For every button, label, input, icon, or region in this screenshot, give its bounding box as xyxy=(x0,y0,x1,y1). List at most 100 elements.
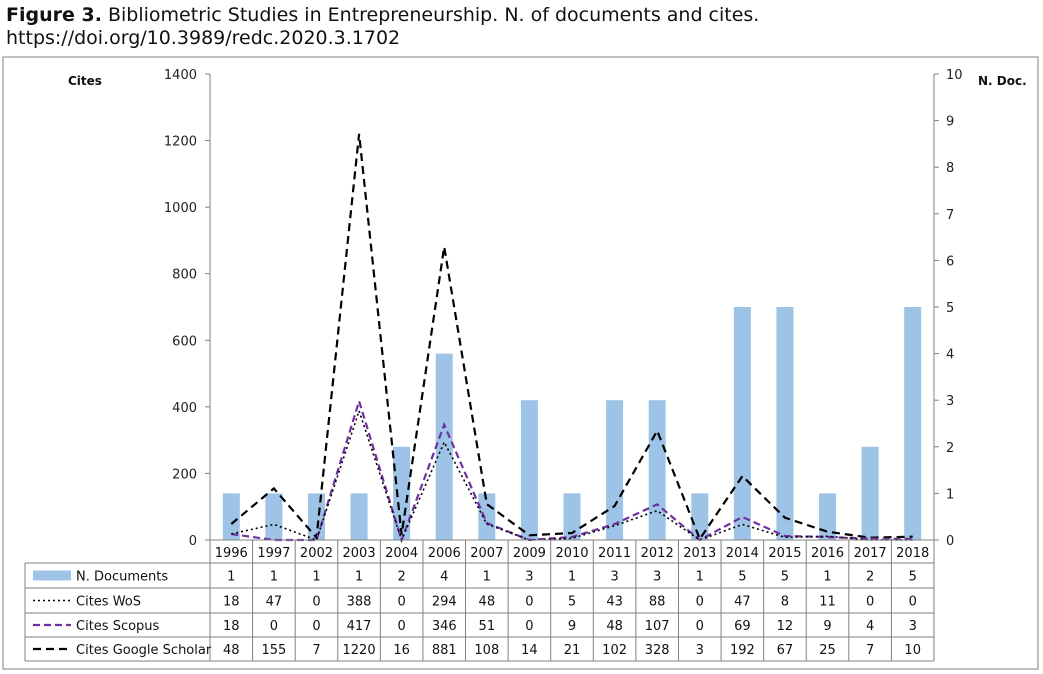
y-right-tick-label: 4 xyxy=(946,348,954,363)
bar-2003 xyxy=(350,493,368,540)
x-tick-label: 2004 xyxy=(385,546,418,561)
table-cell: 11 xyxy=(819,595,836,610)
y-right-axis-title: N. Doc. xyxy=(978,74,1027,88)
table-cell: 51 xyxy=(479,619,496,634)
table-cell: 346 xyxy=(432,619,457,634)
x-tick-label: 2011 xyxy=(598,546,631,561)
legend-key-n-documents xyxy=(33,570,71,581)
line-cites-scopus xyxy=(231,397,913,544)
table-cell: 12 xyxy=(777,619,794,634)
table-cell: 1 xyxy=(227,570,235,585)
table-cell: 881 xyxy=(432,643,457,658)
table-cell: 1 xyxy=(483,570,491,585)
table-cell: 108 xyxy=(474,643,499,658)
table-cell: 3 xyxy=(610,570,618,585)
x-tick-label: 2003 xyxy=(343,546,376,561)
figure-caption: Figure 3. Bibliometric Studies in Entrep… xyxy=(6,4,1036,50)
table-cell: 9 xyxy=(823,619,831,634)
chart-frame xyxy=(2,56,1039,670)
x-tick-label: 2017 xyxy=(854,546,887,561)
table-cell: 5 xyxy=(568,595,576,610)
x-tick-label: 2013 xyxy=(683,546,716,561)
y-right-tick-label: 3 xyxy=(946,394,954,409)
table-cell: 5 xyxy=(738,570,746,585)
table-cell: 4 xyxy=(440,570,448,585)
bar-2013 xyxy=(691,493,709,540)
table-cell: 5 xyxy=(781,570,789,585)
legend-label: N. Documents xyxy=(76,570,168,585)
figure-doi: https://doi.org/10.3989/redc.2020.3.1702 xyxy=(6,27,401,49)
table-cell: 0 xyxy=(525,619,533,634)
table-cell: 67 xyxy=(777,643,794,658)
table-cell: 48 xyxy=(479,595,496,610)
y-right-tick-label: 2 xyxy=(946,441,954,456)
table-cell: 0 xyxy=(270,619,278,634)
y-right-tick-label: 1 xyxy=(946,487,954,502)
y-right-tick-label: 9 xyxy=(946,115,954,130)
legend-label: Cites Google Scholar xyxy=(76,643,212,658)
y-left-tick-label: 400 xyxy=(172,401,197,416)
x-tick-label: 1996 xyxy=(215,546,248,561)
table-cell: 48 xyxy=(606,619,623,634)
y-right-tick-label: 5 xyxy=(946,301,954,316)
y-left-axis-title: Cites xyxy=(68,74,102,88)
table-cell: 9 xyxy=(568,619,576,634)
table-cell: 107 xyxy=(645,619,670,634)
table-cell: 388 xyxy=(347,595,372,610)
bar-2010 xyxy=(563,493,581,540)
table-cell: 8 xyxy=(781,595,789,610)
table-cell: 18 xyxy=(223,595,240,610)
x-tick-label: 2015 xyxy=(768,546,801,561)
table-cell: 1220 xyxy=(343,643,376,658)
bar-2007 xyxy=(478,493,496,540)
legend-label: Cites WoS xyxy=(76,595,141,610)
y-right-tick-label: 7 xyxy=(946,208,954,223)
table-cell: 0 xyxy=(525,595,533,610)
table-cell: 7 xyxy=(866,643,874,658)
bar-2017 xyxy=(861,446,879,540)
table-cell: 155 xyxy=(261,643,286,658)
table-cell: 3 xyxy=(525,570,533,585)
x-tick-label: 2018 xyxy=(896,546,929,561)
table-cell: 21 xyxy=(564,643,581,658)
legend-label: Cites Scopus xyxy=(76,619,160,634)
table-cell: 1 xyxy=(355,570,363,585)
bar-1996 xyxy=(222,493,240,540)
data-table: 1996 1997 2002 2003 2004 2006 2007 2009 2010 2011… xyxy=(24,539,935,662)
y-right-tick-label: 6 xyxy=(946,254,954,269)
x-tick-label: 2012 xyxy=(641,546,674,561)
table-cell: 1 xyxy=(270,570,278,585)
figure-label: Figure 3. xyxy=(6,4,102,26)
table-cell: 3 xyxy=(909,619,917,634)
table-cell: 417 xyxy=(347,619,372,634)
y-right-tick-label: 8 xyxy=(946,161,954,176)
table-cell: 5 xyxy=(909,570,917,585)
x-tick-label: 1997 xyxy=(257,546,290,561)
x-tick-label: 2002 xyxy=(300,546,333,561)
bar-2018 xyxy=(904,307,922,540)
table-cell: 192 xyxy=(730,643,755,658)
y-right-tick-label: 10 xyxy=(946,68,963,83)
bar-2015 xyxy=(776,307,794,540)
table-cell: 47 xyxy=(266,595,283,610)
table-cell: 0 xyxy=(909,595,917,610)
table-cell: 47 xyxy=(734,595,751,610)
table-cell: 10 xyxy=(904,643,921,658)
table-cell: 1 xyxy=(312,570,320,585)
table-cell: 1 xyxy=(568,570,576,585)
table-cell: 3 xyxy=(653,570,661,585)
bar-2009 xyxy=(520,400,538,540)
table-cell: 294 xyxy=(432,595,457,610)
table-cell: 16 xyxy=(393,643,410,658)
table-cell: 0 xyxy=(398,595,406,610)
figure-title: Bibliometric Studies in Entrepreneurship… xyxy=(107,4,760,26)
table-cell: 0 xyxy=(696,619,704,634)
lines-layer xyxy=(230,133,913,544)
x-tick-label: 2014 xyxy=(726,546,759,561)
bar-2004 xyxy=(393,446,411,540)
table-cell: 48 xyxy=(223,643,240,658)
y-left-tick-label: 1000 xyxy=(164,201,197,216)
table-cell: 1 xyxy=(696,570,704,585)
y-left-tick-label: 800 xyxy=(172,268,197,283)
